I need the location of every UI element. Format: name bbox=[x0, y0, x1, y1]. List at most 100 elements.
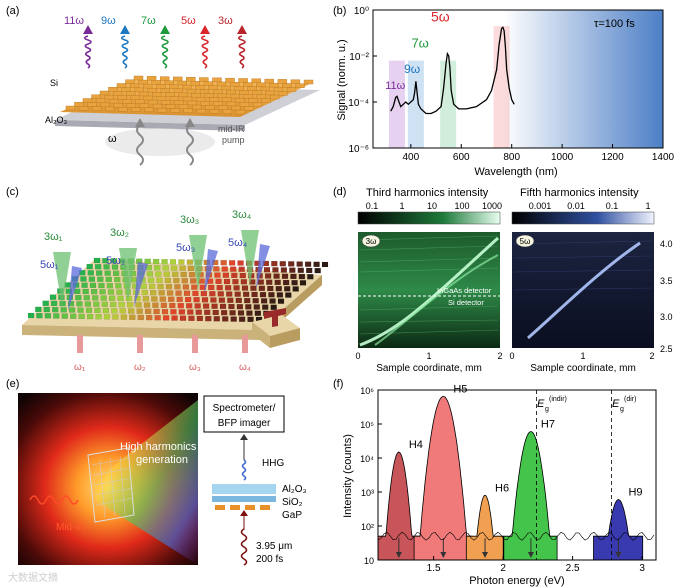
plot-b-x-label: Wavelength (nm) bbox=[474, 166, 557, 178]
array-pillar bbox=[105, 276, 112, 283]
array-pillar bbox=[163, 271, 170, 277]
si-pillar bbox=[256, 94, 267, 99]
array-pillar bbox=[276, 292, 284, 298]
harmonic-peak bbox=[503, 431, 558, 561]
si-pillar bbox=[195, 97, 206, 102]
third-harmonic-label: 3ω₂ bbox=[110, 227, 129, 239]
array-pillar bbox=[96, 270, 103, 276]
array-pillar bbox=[260, 298, 268, 304]
array-pillar bbox=[195, 309, 202, 315]
array-pillar bbox=[101, 301, 108, 307]
array-pillar bbox=[152, 302, 159, 308]
pump-label-2: pump bbox=[222, 135, 245, 145]
si-pillar bbox=[269, 94, 280, 100]
array-pillar bbox=[140, 283, 147, 289]
fifth-harmonic-cone bbox=[68, 266, 82, 311]
si-pillar bbox=[225, 89, 236, 95]
panel-c: (c) ω₁ ω₂ ω₃ ω₄ 3ω₁ 3ω₂ 3ω₃ 3ω₄ 5ω₁ 5ω₂ 5ω₃ 5ω₄ bbox=[6, 186, 329, 373]
si-pillar bbox=[235, 109, 246, 115]
hhg-label-1: High harmonics bbox=[120, 441, 197, 453]
array-pillar bbox=[209, 291, 216, 297]
x-tick-label: 1.5 bbox=[427, 563, 441, 574]
array-pillar bbox=[223, 278, 231, 285]
plot-b-background bbox=[373, 10, 663, 148]
array-pillar bbox=[164, 277, 172, 284]
array-pillar bbox=[80, 276, 87, 282]
si-pillar bbox=[205, 105, 215, 110]
si-pillar bbox=[226, 101, 237, 107]
array-pillar bbox=[108, 295, 116, 301]
array-pillar bbox=[186, 259, 194, 265]
array-pillar bbox=[279, 261, 286, 267]
harmonic-label: 7ω bbox=[141, 15, 156, 27]
array-pillar bbox=[172, 271, 179, 278]
pump-pillar bbox=[192, 335, 198, 353]
si-pillar bbox=[100, 102, 110, 108]
si-pillar bbox=[147, 87, 157, 93]
fifth-badge: 5ω bbox=[520, 237, 531, 246]
array-pillar bbox=[182, 284, 190, 290]
si-pillar bbox=[212, 89, 223, 94]
si-pillar bbox=[269, 82, 279, 88]
fifth-harm-title: Fifth harmonics intensity bbox=[520, 187, 639, 199]
si-pillar bbox=[203, 81, 214, 86]
si-pillar bbox=[190, 81, 201, 86]
array-pillar bbox=[271, 260, 278, 267]
y-tick-label: 10⁴ bbox=[360, 454, 374, 464]
array-pillar bbox=[251, 291, 258, 298]
array-pillar bbox=[258, 285, 266, 292]
array-pillar bbox=[111, 264, 119, 270]
si-pillar bbox=[156, 84, 166, 89]
array-pillar bbox=[247, 316, 254, 323]
fifth-colorbar bbox=[511, 211, 655, 225]
si-pillar bbox=[174, 100, 184, 105]
pump-label: ω₄ bbox=[239, 362, 251, 373]
peak-arrowhead bbox=[482, 552, 489, 558]
fifth-harm-texture bbox=[513, 240, 653, 340]
gradient-pillar-array bbox=[27, 257, 329, 323]
array-pillar bbox=[85, 307, 93, 313]
si-pillar bbox=[170, 108, 180, 113]
si-pillar bbox=[152, 92, 162, 97]
panel-d-letter: (d) bbox=[333, 186, 346, 198]
si-pillar bbox=[91, 94, 101, 99]
harmonic-arrow bbox=[237, 25, 247, 34]
array-pillar bbox=[241, 285, 249, 291]
si-pillar bbox=[125, 91, 136, 96]
array-pillar bbox=[144, 258, 151, 265]
tau-label: τ=100 fs bbox=[594, 18, 635, 30]
harmonic-name: H6 bbox=[495, 482, 509, 494]
peak-label: 11ω bbox=[385, 80, 405, 92]
array-pillar bbox=[234, 291, 241, 297]
array-pillar bbox=[117, 295, 124, 302]
watermark: 大数据文摘 bbox=[8, 571, 58, 584]
panel-c-letter: (c) bbox=[6, 186, 19, 198]
array-pillar bbox=[242, 291, 250, 297]
x-tick-label: 1400 bbox=[652, 152, 675, 163]
si-pillar bbox=[117, 95, 127, 100]
si-pillar bbox=[239, 90, 249, 95]
pump-pillars: ω₁ ω₂ ω₃ ω₄ bbox=[74, 335, 251, 373]
fifth-colorbar-ticks: 0.001 0.01 0.1 1 bbox=[529, 201, 651, 211]
si-label: Si bbox=[50, 78, 58, 88]
si-pillar bbox=[182, 84, 192, 90]
array-pillar bbox=[146, 314, 153, 321]
peak-arrowhead bbox=[395, 552, 402, 558]
array-pillar bbox=[141, 289, 148, 296]
si-pillar bbox=[139, 91, 149, 97]
array-pillar bbox=[281, 273, 289, 279]
plot-f-frame bbox=[377, 389, 657, 561]
harmonic-label: 5ω bbox=[181, 15, 196, 27]
sio2-layer-label: SiO₂ bbox=[282, 497, 303, 508]
third-harm-texture bbox=[358, 235, 500, 347]
y-tick-label: 10⁻⁶ bbox=[348, 144, 369, 155]
array-pillar bbox=[116, 289, 123, 295]
si-pillar bbox=[290, 79, 301, 84]
array-pillar bbox=[254, 310, 262, 316]
array-pillar bbox=[220, 309, 228, 316]
array-pillar bbox=[218, 297, 226, 303]
array-pillar bbox=[238, 266, 245, 272]
pump-pulse bbox=[240, 528, 248, 566]
omega-label: ω bbox=[108, 133, 117, 145]
